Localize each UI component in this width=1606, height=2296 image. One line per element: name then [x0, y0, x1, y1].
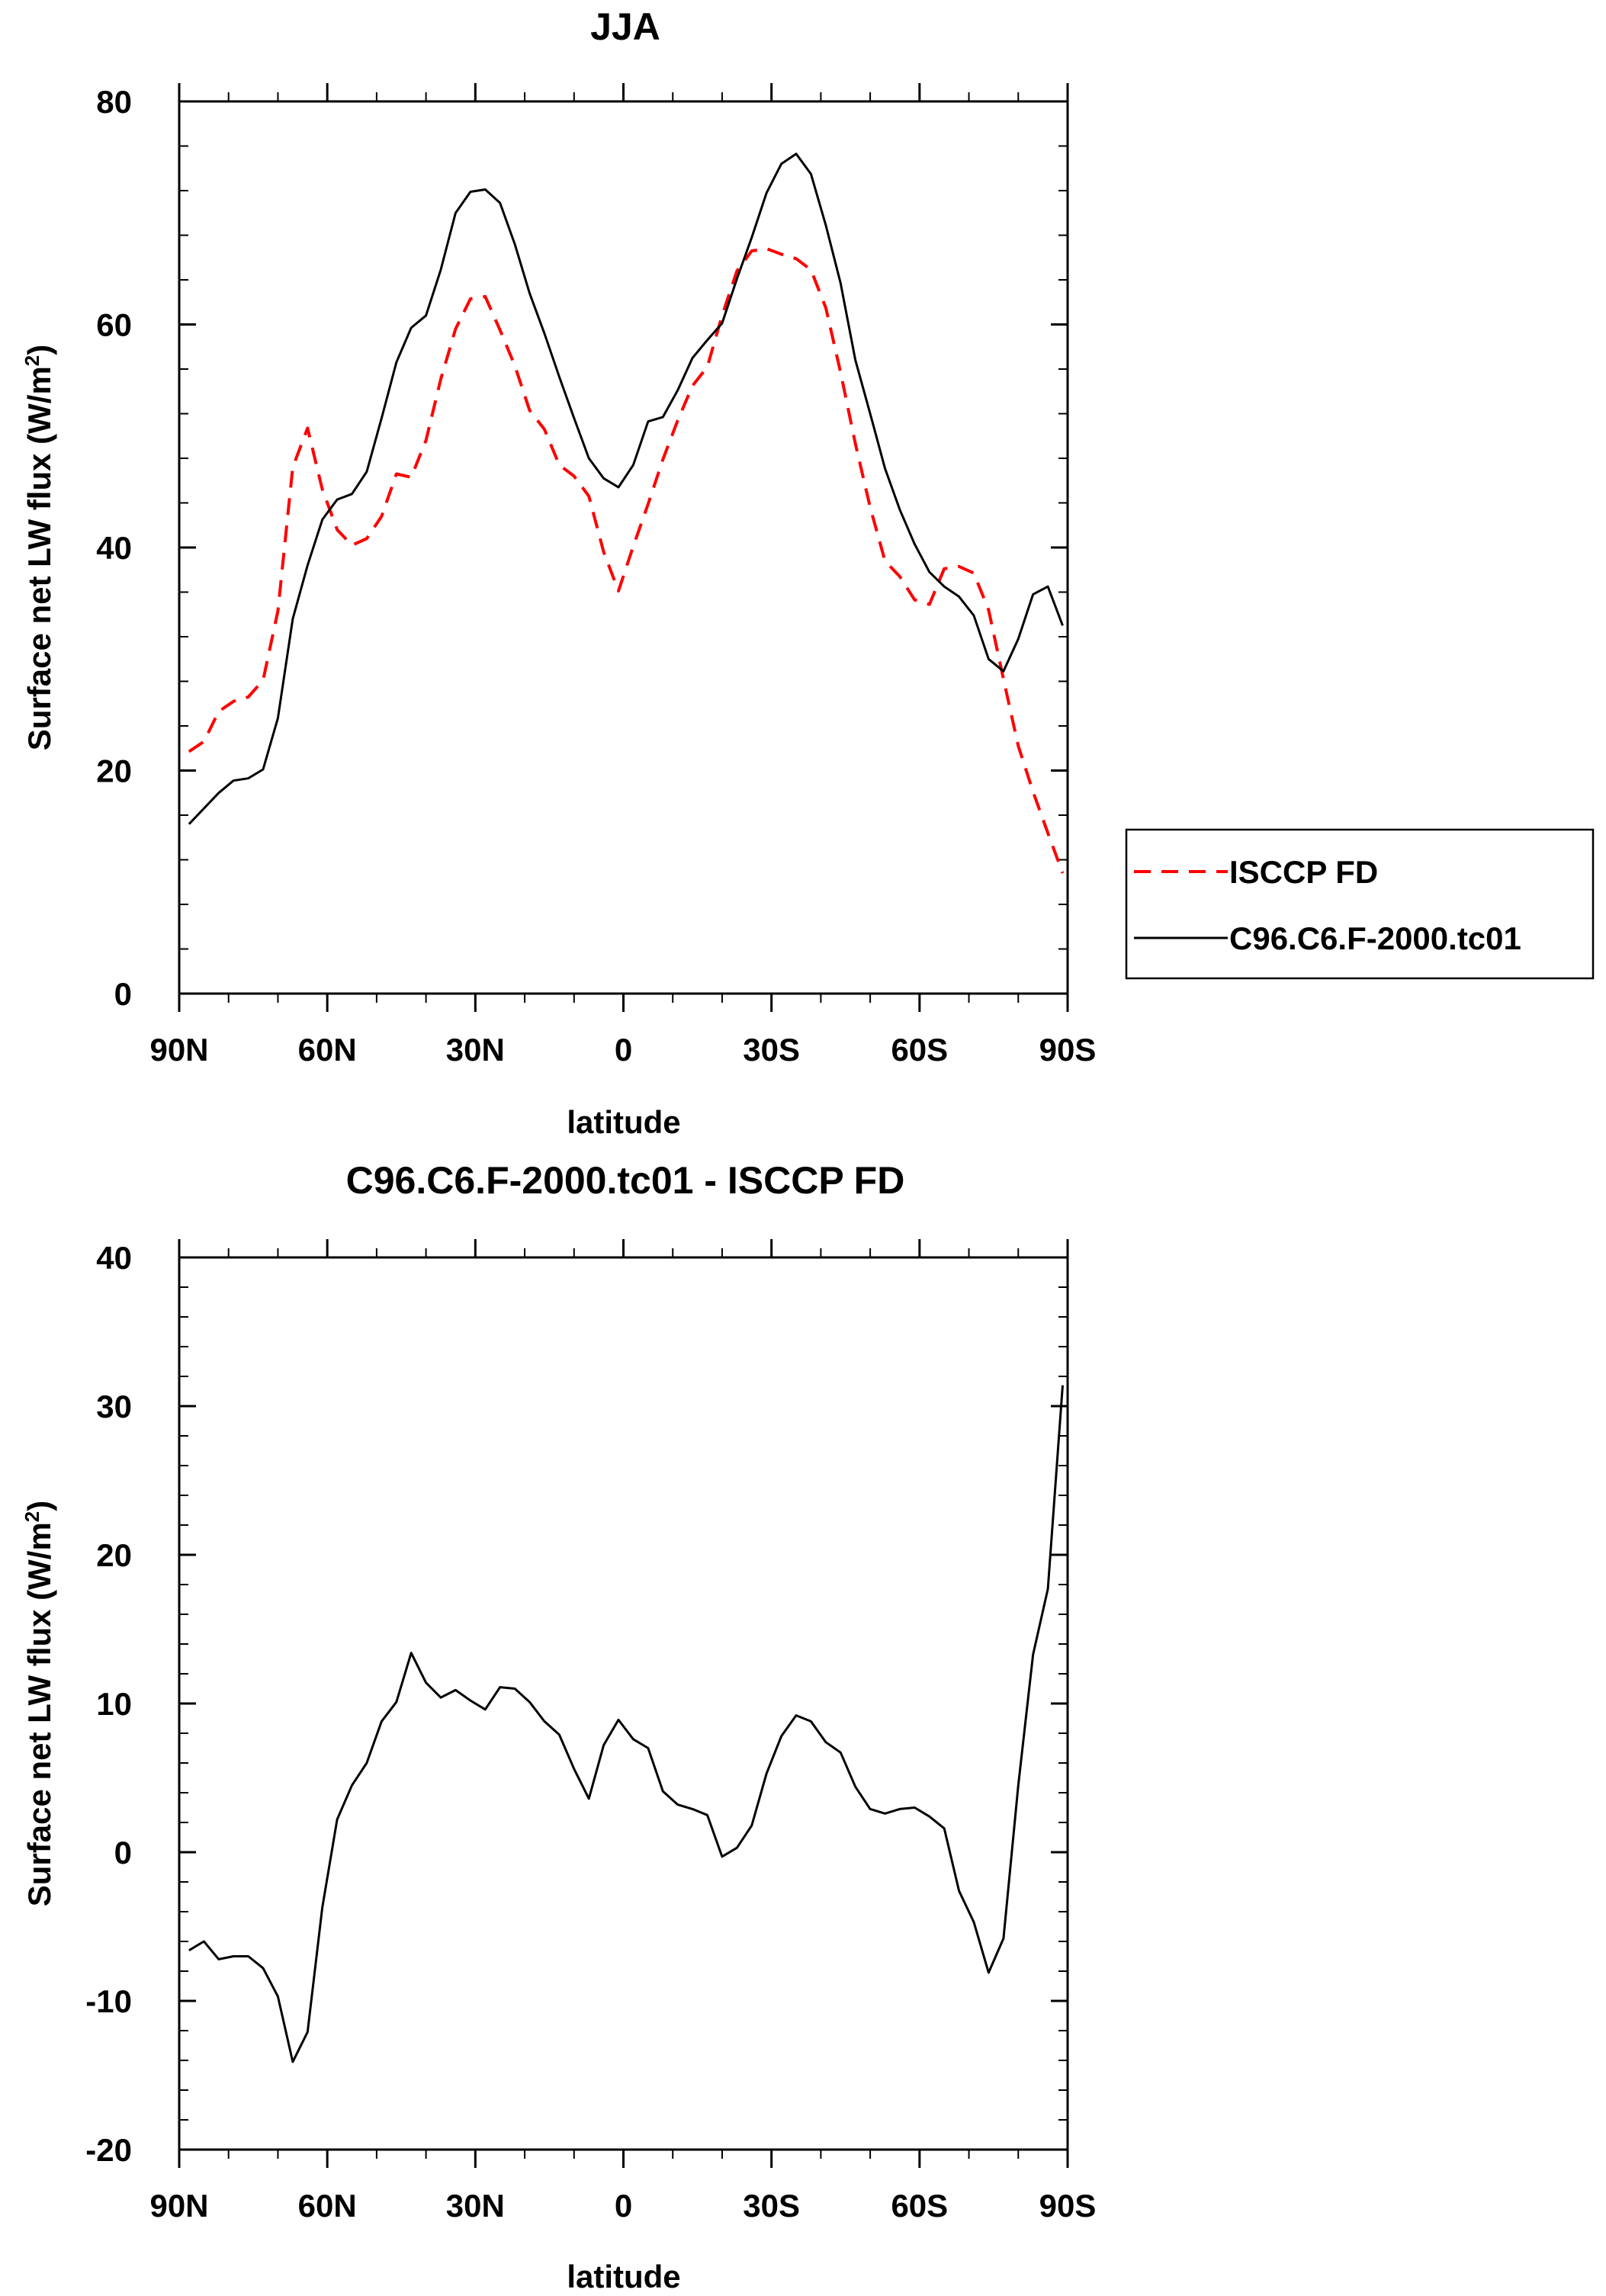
- legend: ISCCP FD C96.C6.F-2000.tc01: [1125, 828, 1595, 980]
- bottom-xtick-label: 90N: [149, 2188, 208, 2224]
- bottom-axes: -20 -10 0 10 20 30 40 90N 60N 30N 0 30S 60S 90S: [85, 1239, 1096, 2224]
- top-ytick-label: 20: [96, 753, 132, 789]
- top-axes: 0 20 40 60 80 90N 60N 30N 0 30S 60S 90S: [96, 83, 1096, 1068]
- bottom-series-line-difference: [188, 1385, 1064, 2063]
- bottom-xtick-label: 30S: [743, 2188, 800, 2224]
- top-ytick-label: 40: [96, 530, 132, 566]
- bottom-ytick-label: 10: [96, 1686, 132, 1722]
- top-chart-title: JJA: [590, 5, 660, 48]
- bottom-xtick-label: 90S: [1039, 2188, 1097, 2224]
- legend-frame: [1125, 828, 1595, 980]
- top-xtick-label: 90N: [149, 1032, 208, 1068]
- bottom-ytick-label: -20: [85, 2132, 132, 2168]
- top-xtick-label: 30S: [743, 1032, 800, 1068]
- bottom-ytick-label: 0: [114, 1835, 132, 1871]
- top-xtick-label: 60S: [891, 1032, 948, 1068]
- top-series-line-model: [188, 153, 1064, 825]
- top-x-axis-label: latitude: [567, 1104, 680, 1140]
- bottom-xtick-label: 0: [615, 2188, 632, 2224]
- top-series-line-isccp: [188, 247, 1065, 874]
- bottom-xtick-label: 30N: [446, 2188, 505, 2224]
- bottom-ytick-label: 30: [96, 1389, 132, 1424]
- top-series-group: [188, 153, 1065, 874]
- top-xtick-label: 90S: [1039, 1032, 1097, 1068]
- top-ytick-label: 0: [114, 976, 132, 1012]
- legend-label-model: C96.C6.F-2000.tc01: [1229, 920, 1521, 956]
- top-ytick-label: 80: [96, 84, 132, 120]
- top-xtick-label: 0: [615, 1032, 632, 1068]
- top-ytick-label: 60: [96, 307, 132, 343]
- top-xtick-label: 60N: [298, 1032, 357, 1068]
- bottom-x-axis-label: latitude: [567, 2259, 680, 2294]
- bottom-chart-title: C96.C6.F-2000.tc01 - ISCCP FD: [346, 1159, 905, 1202]
- bottom-plot-frame: [178, 1256, 1069, 2151]
- bottom-series-group: [188, 1385, 1064, 2063]
- top-xtick-label: 30N: [446, 1032, 505, 1068]
- top-plot-frame: [178, 100, 1069, 995]
- bottom-xtick-label: 60N: [298, 2188, 357, 2224]
- bottom-ytick-label: 20: [96, 1537, 132, 1573]
- bottom-xtick-label: 60S: [891, 2188, 948, 2224]
- bottom-panel: C96.C6.F-2000.tc01 - ISCCP FD -20 -10 0 10 2…: [21, 1159, 1096, 2294]
- top-y-axis-label: Surface net LW flux (W/m2): [21, 345, 57, 751]
- bottom-y-axis-label: Surface net LW flux (W/m2): [21, 1501, 57, 1907]
- bottom-ytick-label: 40: [96, 1240, 132, 1276]
- bottom-ytick-label: -10: [85, 1983, 132, 2019]
- top-panel: JJA 0 20 40 60 80 90N 60N 30N 0 30S 60S 90S latitud…: [21, 5, 1096, 1140]
- legend-label-isccp: ISCCP FD: [1229, 854, 1378, 890]
